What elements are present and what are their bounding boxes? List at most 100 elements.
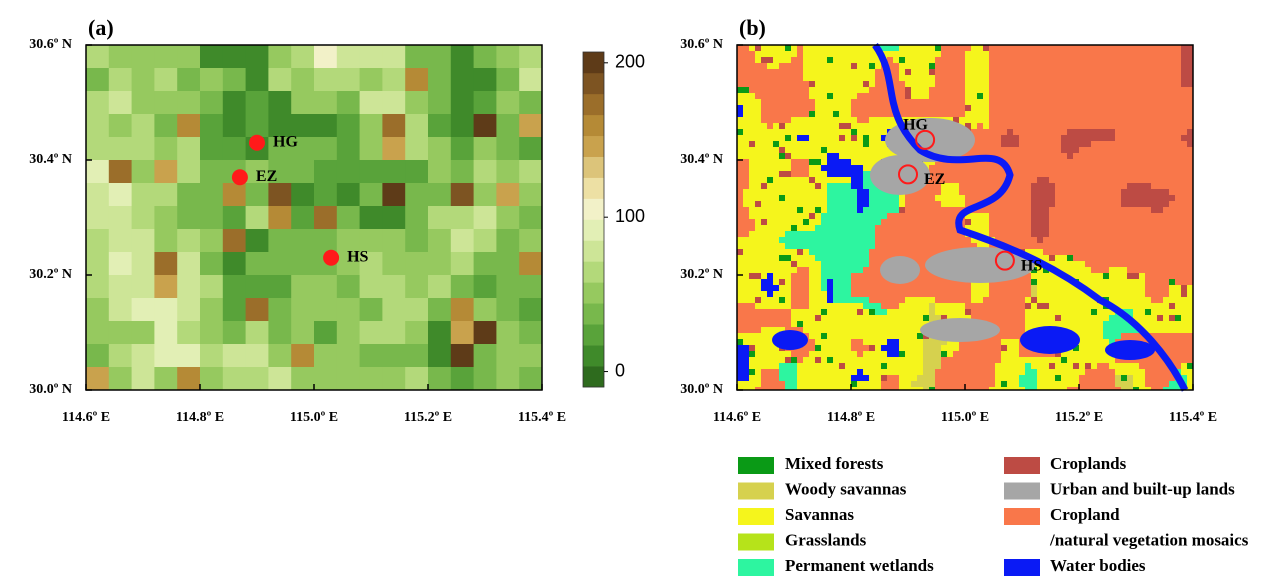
landcover-cell — [929, 189, 935, 195]
landcover-cell — [737, 357, 743, 363]
landcover-cell — [953, 111, 959, 117]
landcover-cell — [1133, 219, 1139, 225]
landcover-cell — [1037, 75, 1043, 81]
landcover-cell — [1151, 291, 1157, 297]
landcover-cell — [779, 363, 785, 369]
raster-cell — [451, 252, 474, 276]
landcover-cell — [749, 57, 755, 63]
landcover-cell — [1169, 51, 1175, 57]
landcover-cell — [1145, 135, 1151, 141]
landcover-cell — [1169, 201, 1175, 207]
landcover-cell — [929, 345, 935, 351]
landcover-cell — [1175, 87, 1181, 93]
raster-cell — [86, 252, 109, 276]
raster-cell — [428, 275, 451, 299]
landcover-cell — [1085, 195, 1091, 201]
landcover-cell — [1145, 219, 1151, 225]
landcover-cell — [1091, 231, 1097, 237]
landcover-cell — [1091, 381, 1097, 387]
landcover-cell — [953, 87, 959, 93]
landcover-cell — [827, 249, 833, 255]
landcover-cell — [785, 93, 791, 99]
legend-swatch — [738, 483, 774, 500]
landcover-cell — [929, 285, 935, 291]
landcover-cell — [1055, 123, 1061, 129]
legend-swatch — [738, 508, 774, 525]
landcover-cell — [1145, 177, 1151, 183]
landcover-cell — [743, 45, 749, 51]
landcover-cell — [1109, 63, 1115, 69]
landcover-cell — [935, 285, 941, 291]
landcover-cell — [1103, 369, 1109, 375]
raster-cell — [246, 114, 269, 138]
landcover-cell — [815, 237, 821, 243]
landcover-cell — [749, 309, 755, 315]
landcover-cell — [1181, 357, 1187, 363]
landcover-cell — [851, 129, 857, 135]
landcover-cell — [857, 189, 863, 195]
landcover-cell — [743, 69, 749, 75]
landcover-cell — [803, 111, 809, 117]
landcover-cell — [845, 123, 851, 129]
landcover-cell — [965, 285, 971, 291]
landcover-cell — [1079, 381, 1085, 387]
landcover-cell — [827, 183, 833, 189]
raster-cell — [132, 183, 155, 207]
raster-cell — [519, 367, 542, 391]
landcover-cell — [971, 165, 977, 171]
landcover-cell — [923, 273, 929, 279]
landcover-cell — [785, 117, 791, 123]
landcover-cell — [1133, 183, 1139, 189]
raster-cell — [109, 367, 132, 391]
landcover-cell — [1163, 45, 1169, 51]
landcover-cell — [965, 171, 971, 177]
raster-cell — [428, 298, 451, 322]
landcover-cell — [845, 255, 851, 261]
landcover-cell — [737, 213, 743, 219]
landcover-cell — [815, 255, 821, 261]
landcover-cell — [743, 321, 749, 327]
landcover-cell — [959, 93, 965, 99]
landcover-cell — [1133, 273, 1139, 279]
landcover-cell — [1181, 339, 1187, 345]
landcover-cell — [959, 183, 965, 189]
landcover-cell — [1073, 135, 1079, 141]
landcover-cell — [983, 141, 989, 147]
landcover-cell — [767, 117, 773, 123]
landcover-cell — [803, 231, 809, 237]
landcover-cell — [833, 201, 839, 207]
landcover-cell — [1055, 45, 1061, 51]
landcover-cell — [1121, 243, 1127, 249]
landcover-cell — [1031, 237, 1037, 243]
landcover-cell — [887, 243, 893, 249]
landcover-cell — [857, 255, 863, 261]
landcover-cell — [1025, 375, 1031, 381]
landcover-cell — [881, 381, 887, 387]
landcover-cell — [1073, 177, 1079, 183]
landcover-cell — [1043, 159, 1049, 165]
landcover-cell — [1145, 261, 1151, 267]
landcover-cell — [1025, 93, 1031, 99]
landcover-cell — [989, 225, 995, 231]
landcover-cell — [1061, 51, 1067, 57]
landcover-cell — [1169, 69, 1175, 75]
landcover-cell — [1067, 57, 1073, 63]
landcover-cell — [1097, 165, 1103, 171]
landcover-cell — [1091, 249, 1097, 255]
landcover-cell — [1109, 261, 1115, 267]
landcover-cell — [863, 249, 869, 255]
landcover-cell — [737, 249, 743, 255]
landcover-cell — [1127, 237, 1133, 243]
landcover-cell — [1169, 135, 1175, 141]
landcover-cell — [1121, 75, 1127, 81]
landcover-cell — [1109, 315, 1115, 321]
landcover-cell — [1037, 63, 1043, 69]
landcover-cell — [1001, 213, 1007, 219]
landcover-cell — [1181, 153, 1187, 159]
landcover-cell — [1073, 159, 1079, 165]
landcover-cell — [1187, 75, 1193, 81]
landcover-cell — [1061, 201, 1067, 207]
raster-cell — [519, 298, 542, 322]
landcover-cell — [899, 231, 905, 237]
landcover-cell — [1001, 141, 1007, 147]
